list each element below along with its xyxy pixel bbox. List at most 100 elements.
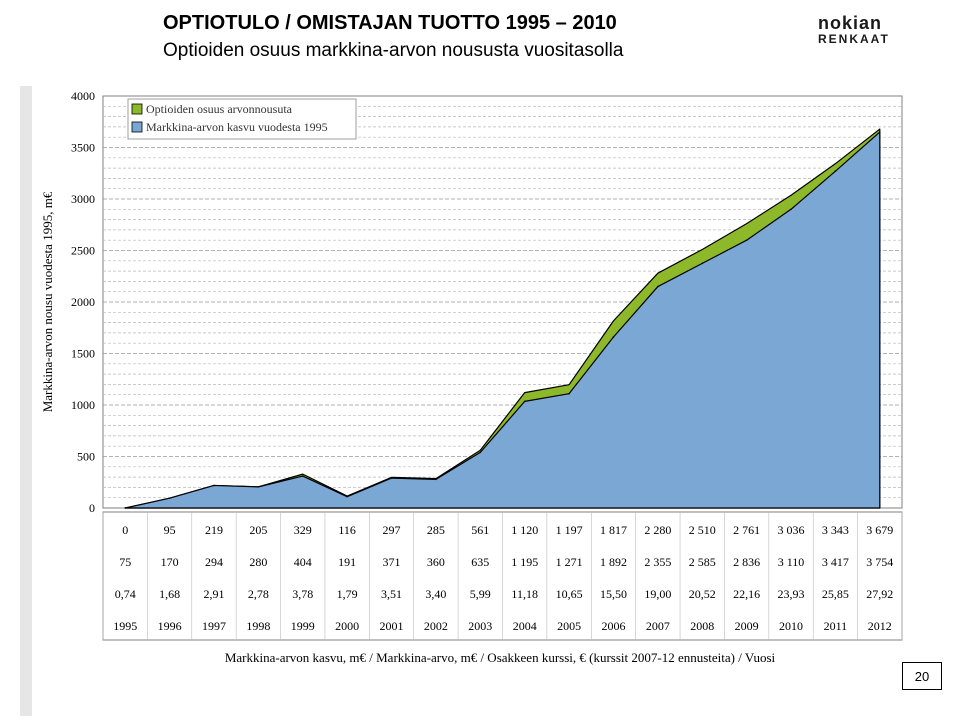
table-cell: 329 <box>294 523 312 537</box>
x-tick-label: 1996 <box>158 619 182 633</box>
table-cell: 3 679 <box>866 523 893 537</box>
page-subtitle: Optioiden osuus markkina-arvon noususta … <box>163 40 624 61</box>
table-cell: 10,65 <box>556 587 583 601</box>
data-point <box>657 285 659 288</box>
data-point <box>523 400 526 403</box>
table-cell: 205 <box>249 523 267 537</box>
table-cell: 25,85 <box>822 587 849 601</box>
data-point <box>745 239 748 241</box>
data-point <box>435 478 437 481</box>
x-tick-label: 2005 <box>557 619 581 633</box>
x-tick-label: 2006 <box>601 619 625 633</box>
x-tick-label: 2007 <box>646 619 670 633</box>
table-cell: 3 343 <box>822 523 849 537</box>
table-cell: 635 <box>471 555 489 569</box>
x-tick-label: 2008 <box>690 619 714 633</box>
table-cell: 11,18 <box>511 587 538 601</box>
x-tick-label: 1998 <box>246 619 270 633</box>
table-cell: 2 836 <box>733 555 760 569</box>
table-cell: 2,91 <box>203 587 224 601</box>
table-cell: 2 585 <box>689 555 716 569</box>
y-tick-label: 500 <box>77 450 95 464</box>
header: OPTIOTULO / OMISTAJAN TUOTTO 1995 – 2010… <box>0 0 960 78</box>
table-cell: 3,40 <box>425 587 446 601</box>
table-cell: 1,68 <box>159 587 180 601</box>
table-cell: 3,78 <box>292 587 313 601</box>
y-tick-label: 1000 <box>71 398 95 412</box>
y-tick-label: 4000 <box>71 89 95 103</box>
legend-label: Optioiden osuus arvonnousuta <box>146 102 293 116</box>
table-cell: 2,78 <box>248 587 269 601</box>
y-tick-label: 0 <box>89 501 95 515</box>
table-cell: 3 036 <box>778 523 805 537</box>
table-cell: 1 892 <box>600 555 627 569</box>
x-tick-label: 2011 <box>824 619 848 633</box>
data-point <box>834 170 837 172</box>
data-point <box>257 486 260 488</box>
table-cell: 3,51 <box>381 587 402 601</box>
table-cell: 75 <box>119 555 131 569</box>
logo-line-2: RENKAAT <box>818 32 890 46</box>
legend-swatch <box>131 103 143 115</box>
x-tick-label: 2000 <box>335 619 359 633</box>
data-point <box>213 484 215 487</box>
table-cell: 1,79 <box>337 587 358 601</box>
data-point <box>390 477 393 479</box>
table-cell: 3 417 <box>822 555 849 569</box>
page-number: 20 <box>902 662 942 690</box>
table-cell: 27,92 <box>866 587 893 601</box>
table-cell: 2 510 <box>689 523 716 537</box>
x-axis-label: Markkina-arvon kasvu, m€ / Markkina-arvo… <box>224 650 776 665</box>
x-tick-label: 1999 <box>291 619 315 633</box>
table-cell: 0,74 <box>115 587 136 601</box>
data-point <box>124 507 126 509</box>
x-tick-label: 1997 <box>202 619 226 633</box>
table-cell: 15,50 <box>600 587 627 601</box>
table-cell: 20,52 <box>689 587 716 601</box>
table-cell: 285 <box>427 523 445 537</box>
legend <box>127 98 357 140</box>
table-cell: 2 761 <box>733 523 760 537</box>
table-cell: 561 <box>471 523 489 537</box>
data-point <box>790 208 792 211</box>
table-cell: 3 110 <box>778 555 805 569</box>
legend-swatch <box>131 121 143 133</box>
table-cell: 116 <box>338 523 356 537</box>
y-tick-label: 3000 <box>71 192 95 206</box>
x-tick-label: 2012 <box>868 619 892 633</box>
table-cell: 360 <box>427 555 445 569</box>
logo-line-1: nokian <box>818 13 883 33</box>
side-accent <box>20 86 32 716</box>
y-tick-label: 3500 <box>71 141 95 155</box>
table-cell: 371 <box>383 555 401 569</box>
data-point <box>346 495 348 498</box>
table-cell: 95 <box>164 523 176 537</box>
data-point <box>612 336 615 338</box>
data-point <box>701 262 704 265</box>
data-point <box>479 451 482 454</box>
x-tick-label: 2009 <box>735 619 759 633</box>
data-point <box>301 475 304 477</box>
y-tick-label: 2000 <box>71 295 95 309</box>
data-point <box>879 131 881 133</box>
x-tick-label: 1995 <box>113 619 137 633</box>
table-cell: 3 754 <box>866 555 893 569</box>
y-axis-label: Markkina-arvon nousu vuodesta 1995, m€ <box>40 191 55 412</box>
y-tick-label: 1500 <box>71 347 95 361</box>
brand-logo: nokian RENKAAT <box>818 14 930 46</box>
table-cell: 2 280 <box>644 523 671 537</box>
table-cell: 219 <box>205 523 223 537</box>
table-cell: 0 <box>122 523 128 537</box>
y-tick-label: 2500 <box>71 244 95 258</box>
table-cell: 1 195 <box>511 555 538 569</box>
table-cell: 191 <box>338 555 356 569</box>
x-tick-label: 2002 <box>424 619 448 633</box>
table-cell: 1 120 <box>511 523 538 537</box>
table-cell: 297 <box>383 523 401 537</box>
x-tick-label: 2001 <box>380 619 404 633</box>
table-cell: 280 <box>249 555 267 569</box>
data-point <box>168 497 171 500</box>
table-cell: 404 <box>294 555 312 569</box>
table-cell: 19,00 <box>644 587 671 601</box>
